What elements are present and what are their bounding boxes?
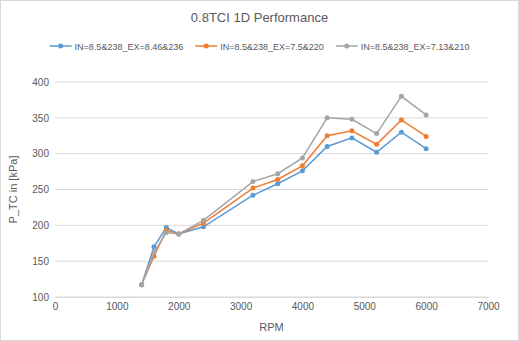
data-point — [176, 231, 181, 236]
y-axis-title: P_TC in [kPa] — [7, 156, 19, 224]
chart-border — [1, 1, 519, 341]
data-point — [374, 142, 379, 147]
data-point — [176, 231, 181, 236]
series-line — [142, 96, 427, 284]
series-line — [142, 132, 427, 285]
y-axis-line — [55, 83, 56, 298]
y-tick: 200 — [32, 220, 55, 231]
legend-item: IN=8.5&238_EX=8.46&236 — [50, 42, 184, 52]
data-point — [399, 94, 404, 99]
x-tick: 3000 — [230, 297, 253, 312]
series-markers — [139, 94, 429, 287]
data-point — [399, 130, 404, 135]
chart-title: 0.8TCI 1D Performance — [191, 10, 328, 25]
legend-marker — [344, 44, 349, 49]
grid-line — [55, 189, 488, 190]
data-point — [300, 155, 305, 160]
data-point — [424, 134, 429, 139]
x-tick: 7000 — [477, 297, 500, 312]
legend-label: IN=8.5&238_EX=8.46&236 — [75, 42, 184, 52]
x-tick: 0 — [53, 297, 59, 312]
x-tick: 6000 — [416, 297, 439, 312]
x-tick: 1000 — [106, 297, 129, 312]
x-axis-line — [56, 297, 489, 298]
y-tick-label: 400 — [32, 77, 49, 88]
x-tick: 5000 — [354, 297, 377, 312]
legend-item: IN=8.5&238_EX=7.5&220 — [195, 42, 324, 52]
legend-marker — [58, 44, 63, 49]
series-markers — [139, 117, 429, 287]
x-axis: 0 1000 2000 3000 4000 5000 6000 7000 — [53, 297, 500, 312]
x-tick-label: 1000 — [106, 301, 129, 312]
y-axis: 100 150 200 250 300 350 400 — [32, 77, 55, 303]
x-tick-label: 2000 — [168, 301, 191, 312]
y-tick: 250 — [32, 184, 55, 195]
grid-line — [55, 297, 488, 298]
data-point — [349, 128, 354, 133]
series-line — [142, 120, 427, 285]
chart: 0 1000 2000 3000 4000 5000 6000 7000 100 150 200 25… — [0, 0, 519, 341]
data-point — [250, 193, 255, 198]
data-point — [139, 282, 144, 287]
x-tick-label: 7000 — [477, 301, 500, 312]
y-tick-label: 350 — [32, 113, 49, 124]
x-tick: 2000 — [168, 297, 191, 312]
data-point — [201, 218, 206, 223]
x-tick-label: 4000 — [292, 301, 315, 312]
x-axis-title: RPM — [259, 321, 283, 333]
grid — [55, 82, 488, 297]
data-point — [164, 230, 169, 235]
x-tick-label: 5000 — [354, 301, 377, 312]
series-markers — [139, 130, 429, 288]
series-group — [139, 94, 429, 287]
grid-line — [55, 153, 488, 154]
grid-line — [55, 82, 488, 83]
y-tick: 100 — [32, 292, 55, 303]
data-point — [275, 171, 280, 176]
data-point — [325, 133, 330, 138]
data-point — [250, 179, 255, 184]
data-point — [139, 282, 144, 287]
y-tick-label: 250 — [32, 184, 49, 195]
data-point — [374, 150, 379, 155]
x-tick-label: 6000 — [416, 301, 439, 312]
x-tick-label: 3000 — [230, 301, 253, 312]
y-tick: 300 — [32, 148, 55, 159]
data-point — [151, 250, 156, 255]
grid-line — [55, 117, 488, 118]
grid-line — [55, 225, 488, 226]
x-tick-label: 0 — [53, 301, 59, 312]
y-tick: 350 — [32, 113, 55, 124]
data-point — [275, 181, 280, 186]
data-point — [349, 117, 354, 122]
data-point — [300, 163, 305, 168]
data-point — [325, 115, 330, 120]
data-point — [424, 146, 429, 151]
y-tick-label: 100 — [32, 292, 49, 303]
y-tick-label: 150 — [32, 256, 49, 267]
plot-area: 0 1000 2000 3000 4000 5000 6000 7000 100 150 200 25… — [32, 77, 500, 312]
data-point — [300, 168, 305, 173]
data-point — [349, 135, 354, 140]
y-tick: 400 — [32, 77, 55, 88]
data-point — [250, 186, 255, 191]
data-point — [325, 144, 330, 149]
data-point — [399, 117, 404, 122]
legend-item: IN=8.5&238_EX=7.13&210 — [336, 42, 470, 52]
legend-label: IN=8.5&238_EX=7.5&220 — [220, 42, 324, 52]
data-point — [275, 177, 280, 182]
legend-label: IN=8.5&238_EX=7.13&210 — [361, 42, 470, 52]
y-tick-label: 200 — [32, 220, 49, 231]
legend: IN=8.5&238_EX=8.46&236 IN=8.5&238_EX=7.5&… — [50, 42, 470, 52]
grid-line — [55, 261, 488, 262]
legend-marker — [204, 44, 209, 49]
data-point — [424, 112, 429, 117]
y-tick-label: 300 — [32, 148, 49, 159]
data-point — [374, 131, 379, 136]
y-tick: 150 — [32, 256, 55, 267]
x-tick: 4000 — [292, 297, 315, 312]
data-point — [139, 282, 144, 287]
data-point — [176, 231, 181, 236]
